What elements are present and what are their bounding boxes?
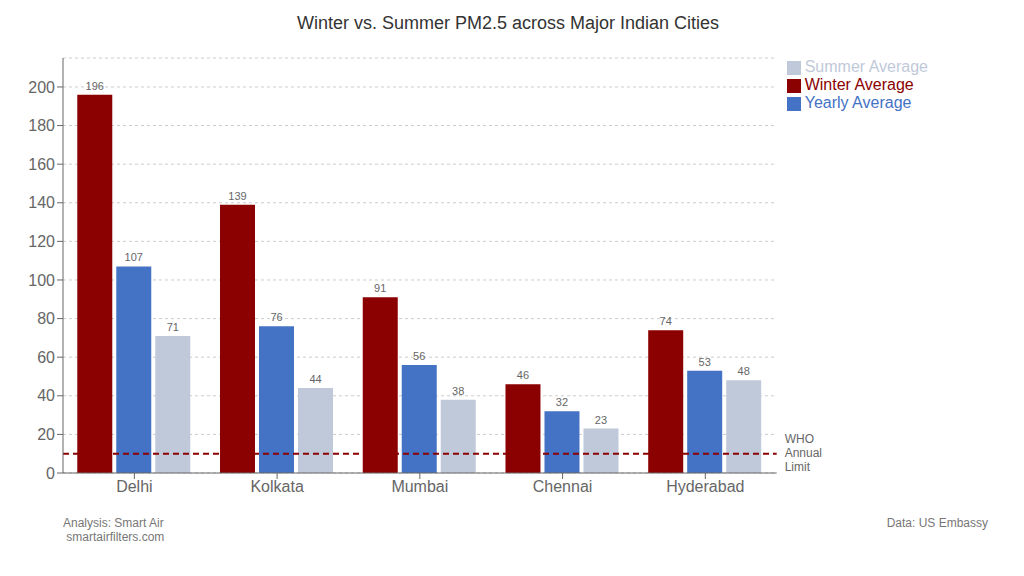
svg-text:23: 23 (595, 414, 607, 426)
svg-text:46: 46 (517, 369, 529, 381)
svg-text:44: 44 (309, 373, 321, 385)
svg-text:120: 120 (28, 233, 55, 250)
svg-text:60: 60 (37, 349, 55, 366)
svg-text:160: 160 (28, 156, 55, 173)
svg-text:0: 0 (46, 465, 55, 482)
svg-text:WHOAnnualLimit: WHOAnnualLimit (785, 432, 822, 474)
svg-text:20: 20 (37, 426, 55, 443)
html-text:Summer Average: Summer Average (804, 58, 928, 75)
svg-text:Mumbai: Mumbai (391, 478, 448, 495)
html-text:Analysis: Smart Air smartairfi: Analysis: Smart Air smartairfilters.com (63, 516, 165, 544)
svg-text:200: 200 (28, 79, 55, 96)
svg-text:53: 53 (699, 356, 711, 368)
html-text:Yearly Average: Yearly Average (804, 94, 912, 111)
svg-text:Kolkata: Kolkata (250, 478, 303, 495)
svg-text:Delhi: Delhi (116, 478, 152, 495)
svg-text:Chennai: Chennai (533, 478, 593, 495)
svg-text:80: 80 (37, 310, 55, 327)
svg-text:76: 76 (270, 311, 282, 323)
svg-text:100: 100 (28, 272, 55, 289)
svg-text:Hyderabad: Hyderabad (666, 478, 744, 495)
svg-text:107: 107 (125, 251, 143, 263)
svg-text:56: 56 (413, 350, 425, 362)
svg-text:139: 139 (228, 190, 246, 202)
svg-text:32: 32 (556, 396, 568, 408)
svg-text:140: 140 (28, 194, 55, 211)
svg-text:38: 38 (452, 385, 464, 397)
svg-text:196: 196 (86, 80, 104, 92)
svg-text:40: 40 (37, 387, 55, 404)
svg-text:180: 180 (28, 117, 55, 134)
html-text:Data: US Embassy: Data: US Embassy (886, 516, 988, 530)
svg-text:91: 91 (374, 282, 386, 294)
html-text:Winter Average: Winter Average (804, 76, 914, 93)
html-text:Winter vs. Summer PM2.5 across: Winter vs. Summer PM2.5 across Major Ind… (296, 13, 720, 33)
svg-text:71: 71 (167, 321, 179, 333)
svg-text:74: 74 (660, 315, 672, 327)
svg-text:48: 48 (738, 365, 750, 377)
